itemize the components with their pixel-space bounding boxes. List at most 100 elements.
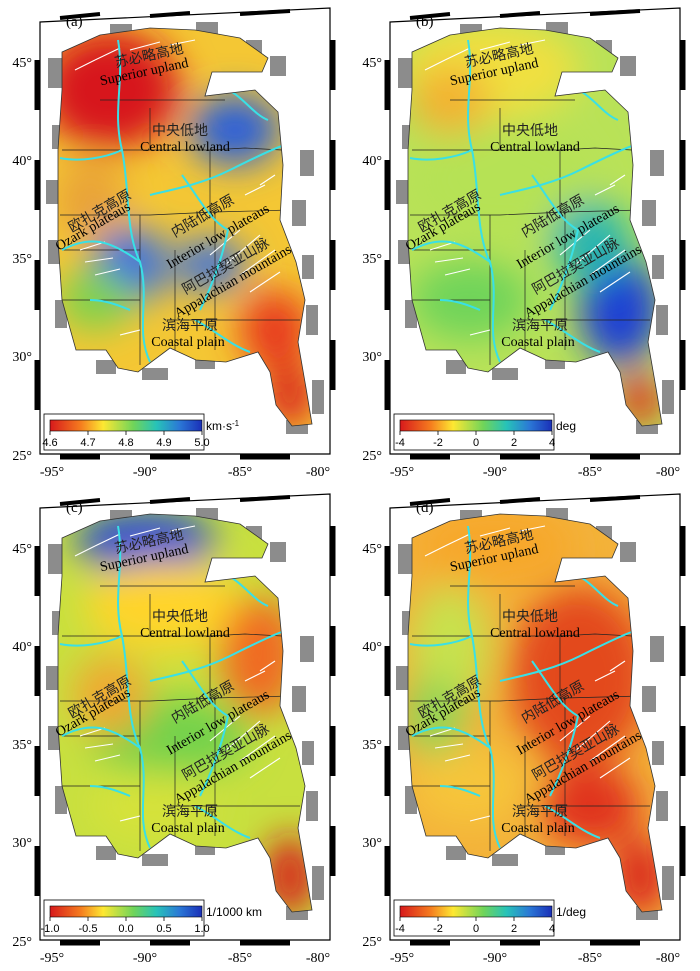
panel-letter: (c) (66, 500, 83, 516)
lat-tick-label: 30° (12, 836, 32, 851)
state-boundaries (410, 99, 650, 365)
lon-tick-label: -80° (306, 951, 330, 966)
colorbar-tick-label: -4 (395, 437, 405, 449)
region-label-cn: 中央低地 (152, 609, 208, 625)
lat-tick-label: 35° (12, 738, 32, 753)
lat-tick-label: 40° (362, 640, 382, 655)
panel-letter: (b) (416, 14, 434, 30)
lat-tick-label: 25° (12, 449, 32, 464)
map-panel-c: 苏必略高地 Superior upland 中央低地 Central lowland 欧… (0, 486, 350, 971)
region-label-en: Coastal plain (501, 335, 575, 350)
colorbar: 4.6 4.7 4.8 4.9 5.0 km·s-1 (42, 413, 240, 451)
colorbar-gradient (399, 419, 553, 432)
region-label-cn: 滨海平原 (512, 318, 568, 334)
colorbar-unit: deg (556, 419, 576, 433)
study-area-outline (57, 513, 313, 913)
lat-tick-label: 30° (362, 350, 382, 365)
study-area-outline (407, 27, 663, 427)
colorbar-tick-label: -0.5 (79, 923, 98, 935)
colorbar-tick-label: 2 (511, 437, 517, 449)
colorbar-tick-label: 4.9 (156, 437, 171, 449)
lon-tick-label: -95° (40, 951, 64, 966)
frame-scale-bars (34, 9, 336, 460)
map-panel-d: 苏必略高地 Superior upland 中央低地 Central lowland 欧… (350, 486, 700, 971)
colorbar-tick-label: 0 (473, 437, 479, 449)
map-panel-a: 苏必略高地 Superior upland 中央低地 Central lowland 欧… (0, 0, 350, 485)
region-label-cn: 滨海平原 (162, 318, 218, 334)
region-label-cn: 中央低地 (502, 123, 558, 139)
lat-tick-label: 30° (362, 836, 382, 851)
colorbar-tick-label: 4 (549, 437, 555, 449)
colorbar-tick-label: 4.6 (42, 437, 57, 449)
region-label-en: Coastal plain (151, 821, 225, 836)
fault-lines (424, 525, 631, 822)
rivers (59, 39, 283, 391)
colorbar-tick-label: 4.8 (118, 437, 133, 449)
study-area-outline (407, 513, 663, 913)
lat-tick-label: 40° (362, 154, 382, 169)
region-label-cn: 滨海平原 (512, 804, 568, 820)
colorbar-tick-label: 5.0 (194, 437, 209, 449)
colorbar: -4 -2 0 2 41/deg (393, 899, 586, 937)
lat-tick-label: 40° (12, 640, 32, 655)
lon-tick-label: -80° (656, 951, 680, 966)
colorbar-unit: km·s-1 (206, 419, 240, 433)
region-label-en: Central lowland (140, 140, 230, 155)
region-label-en: Central lowland (490, 140, 580, 155)
lon-tick-label: -95° (390, 951, 414, 966)
region-label-en: Central lowland (490, 626, 580, 641)
colorbar-tick-label: -2 (433, 923, 443, 935)
colorbar-tick-label: -4 (395, 923, 405, 935)
lat-tick-label: 30° (12, 350, 32, 365)
region-label-cn: 中央低地 (502, 609, 558, 625)
lat-tick-label: 35° (12, 252, 32, 267)
colorbar-tick-label: -1.0 (41, 923, 60, 935)
colorbar-tick-label: 4.7 (80, 437, 95, 449)
colorbar-tick-label: 4 (549, 923, 555, 935)
lat-tick-label: 25° (362, 449, 382, 464)
colorbar-gradient (49, 905, 203, 918)
lon-tick-label: -95° (390, 465, 414, 480)
colorbar-tick-label: 1.0 (194, 923, 209, 935)
region-label-en: Coastal plain (151, 335, 225, 350)
panel-letter: (a) (66, 14, 83, 30)
frame-scale-bars (384, 9, 686, 460)
colorbar-tick-label: 2 (511, 923, 517, 935)
region-label-en: Coastal plain (501, 821, 575, 836)
fault-lines (424, 39, 631, 336)
lat-tick-label: 35° (362, 738, 382, 753)
map-panel-b: 苏必略高地 Superior upland 中央低地 Central lowland 欧… (350, 0, 700, 485)
colorbar-unit: 1/1000 km (206, 905, 262, 919)
lon-tick-label: -85° (578, 951, 602, 966)
colorbar-tick-label: 0 (473, 923, 479, 935)
lat-tick-label: 25° (12, 935, 32, 950)
colorbar-tick-label: 0.5 (156, 923, 171, 935)
state-boundaries (410, 585, 650, 851)
lat-tick-label: 35° (362, 252, 382, 267)
fault-lines (74, 39, 281, 336)
lon-tick-label: -80° (656, 465, 680, 480)
lon-tick-label: -90° (483, 951, 507, 966)
colorbar: -1.0 -0.5 0.0 0.5 1.0 1/1000 km (41, 899, 262, 937)
lon-tick-label: -90° (133, 465, 157, 480)
lat-tick-label: 40° (12, 154, 32, 169)
lat-tick-label: 25° (362, 935, 382, 950)
lat-tick-label: 45° (362, 542, 382, 557)
colorbar-tick-label: -2 (433, 437, 443, 449)
colorbar-unit-sup: -1 (232, 419, 240, 428)
lon-tick-label: -85° (578, 465, 602, 480)
lat-tick-label: 45° (12, 542, 32, 557)
relief-padding (46, 508, 324, 920)
state-boundaries (60, 585, 300, 851)
frame-scale-bars (384, 495, 686, 946)
lat-tick-label: 45° (12, 56, 32, 71)
lon-tick-label: -80° (306, 465, 330, 480)
colorbar-gradient (49, 419, 203, 432)
